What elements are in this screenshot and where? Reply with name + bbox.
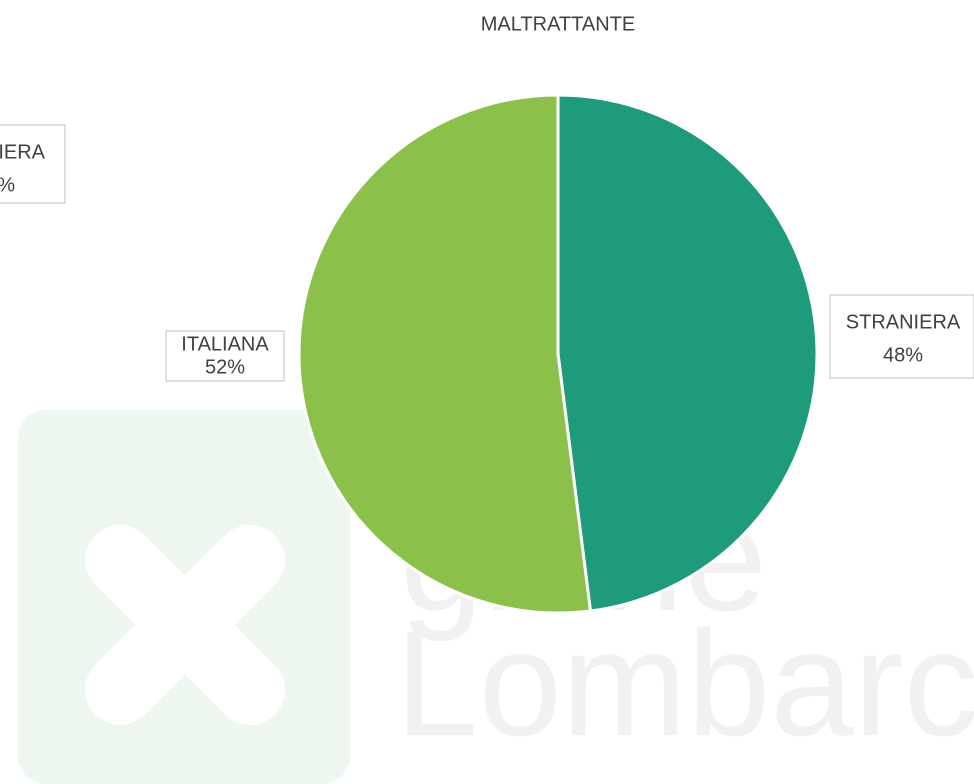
data-label-name: STRANIERA xyxy=(846,311,961,333)
fragment-label-box xyxy=(0,124,66,204)
fragment-label: % xyxy=(0,174,15,196)
fragment-label: NIERA xyxy=(0,141,46,163)
data-label-name: ITALIANA xyxy=(181,333,269,355)
pie-slice xyxy=(556,93,819,613)
logo-shape xyxy=(85,525,285,725)
watermark-text: Lombarc xyxy=(395,599,974,767)
data-label-box xyxy=(829,294,974,379)
pie-slice xyxy=(297,93,593,615)
data-label-value: 48% xyxy=(883,344,923,366)
data-label-box xyxy=(165,330,285,382)
data-label-value: 52% xyxy=(205,356,245,378)
chart-title: MALTRATTANTE xyxy=(481,13,635,35)
